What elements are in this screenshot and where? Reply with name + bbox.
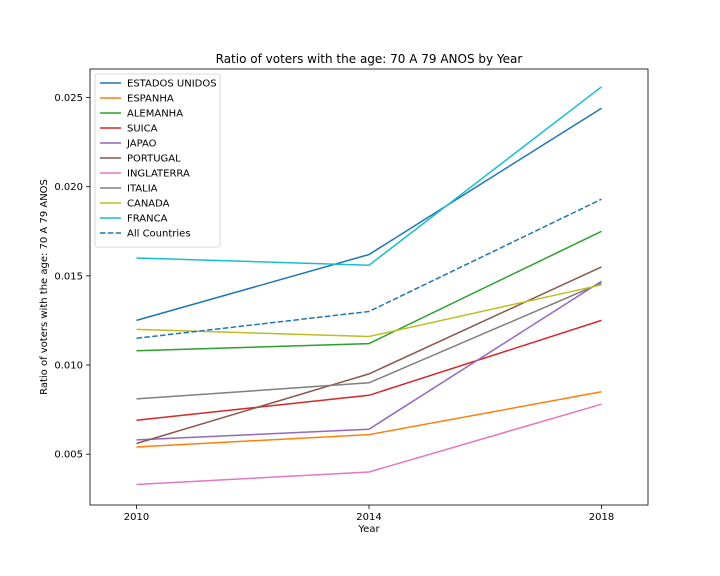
legend-box [94, 73, 221, 248]
series-lines [136, 86, 602, 486]
series-line-estados-unidos [136, 107, 602, 322]
y-tick-label: 0.025 [54, 93, 83, 104]
x-tick-label: 2018 [589, 512, 614, 523]
legend-label: INGLATERRA [127, 169, 190, 180]
legend-label: JAPAO [126, 139, 157, 150]
series-line-all-countries [136, 198, 602, 340]
series-line-suica [136, 319, 602, 422]
legend-label: FRANCA [127, 214, 168, 225]
x-axis: 2010 2014 2018 [124, 505, 614, 523]
legend-label: SUICA [127, 124, 158, 135]
legend-label: ESPANHA [127, 94, 174, 105]
series-line-inglaterra [136, 403, 602, 486]
y-tick-label: 0.015 [54, 271, 83, 282]
x-axis-label: Year [357, 524, 380, 535]
legend-label: CANADA [127, 199, 170, 210]
legend: ESTADOS UNIDOS ESPANHA ALEMANHA SUICA JAPAO P… [94, 73, 221, 248]
y-axis-label: Ratio of voters with the age: 70 A 79 AN… [39, 179, 50, 395]
y-axis: 0.005 0.010 0.015 0.020 0.025 [54, 93, 90, 461]
legend-label: ALEMANHA [127, 109, 183, 120]
legend-label: ITALIA [127, 184, 158, 195]
series-line-portugal [136, 266, 602, 445]
series-line-italia [136, 282, 602, 400]
series-line-canada [136, 284, 602, 338]
series-line-japao [136, 280, 602, 441]
y-tick-label: 0.020 [54, 182, 83, 193]
x-tick-label: 2010 [124, 512, 149, 523]
series-line-espanha [136, 391, 602, 448]
y-tick-label: 0.005 [54, 450, 83, 461]
x-tick-label: 2014 [356, 512, 381, 523]
legend-label: PORTUGAL [127, 154, 181, 165]
series-line-alemanha [136, 230, 602, 352]
legend-label: All Countries [127, 229, 191, 240]
series-line-franca [136, 86, 602, 266]
legend-label: ESTADOS UNIDOS [127, 79, 217, 90]
chart-title: Ratio of voters with the age: 70 A 79 AN… [216, 52, 523, 66]
y-tick-label: 0.010 [54, 361, 83, 372]
